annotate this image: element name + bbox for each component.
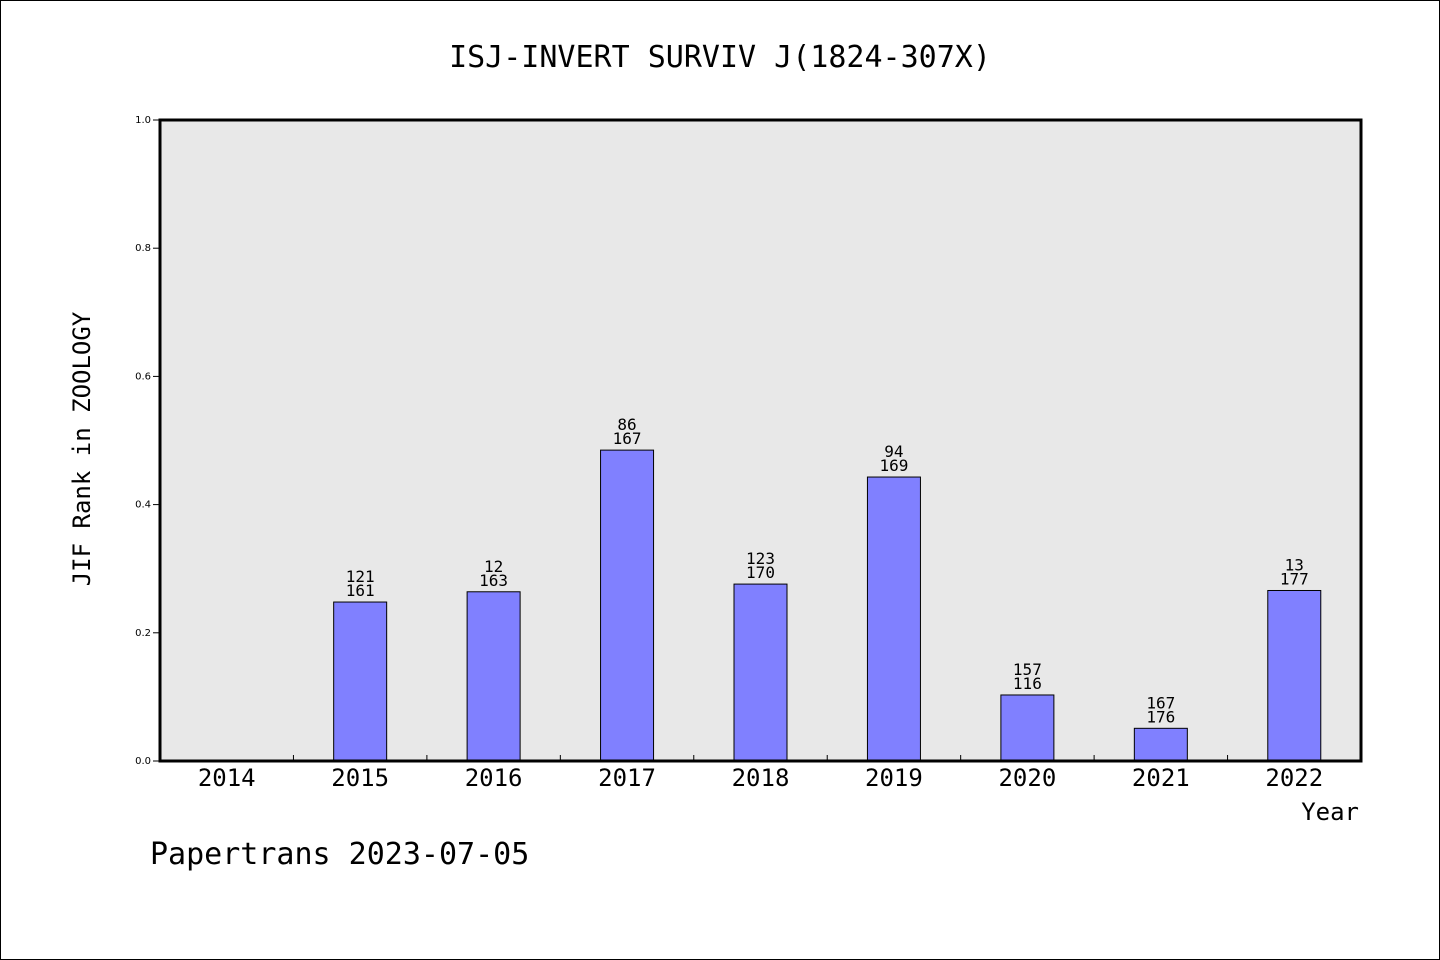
bar-label-top: 94	[884, 442, 903, 461]
footer-credit: Papertrans 2023-07-05	[150, 837, 529, 872]
bar-label-top: 123	[746, 549, 775, 568]
y-axis-ticks: 0.0 0.2 0.4 0.6 0.8 1.0	[135, 115, 160, 767]
bar-label-top: 13	[1285, 555, 1304, 574]
y-tick-label: 0.2	[135, 628, 151, 639]
bar-label-bottom: 161	[346, 581, 375, 600]
bar-2016	[466, 591, 521, 762]
bar-label-bottom: 177	[1280, 569, 1309, 588]
x-tick-label: 2017	[598, 764, 656, 792]
bar-labels: 1211611216386167123170941691571161671761…	[346, 415, 1309, 726]
bar-2015	[333, 601, 388, 762]
x-tick-label: 2021	[1132, 764, 1190, 792]
bar-label-top: 167	[1146, 693, 1175, 712]
bar-2021	[1133, 727, 1188, 762]
x-tick-label: 2016	[465, 764, 523, 792]
x-tick-label: 2018	[732, 764, 790, 792]
bar-label-top: 157	[1013, 660, 1042, 679]
x-tick-label: 2022	[1265, 764, 1323, 792]
x-axis-ticks: 2014 2015 2016 2017 2018 2019 2020 2021 2022	[198, 755, 1323, 792]
bar-label-bottom: 170	[746, 563, 775, 582]
bar-label-bottom: 116	[1013, 674, 1042, 693]
y-axis-label: JIF Rank in ZOOLOGY	[68, 311, 96, 586]
bar-2019	[866, 476, 921, 762]
x-tick-label: 2015	[331, 764, 389, 792]
bar-label-bottom: 163	[479, 571, 508, 590]
x-axis-label: Year	[1301, 798, 1359, 826]
y-tick-label: 1.0	[135, 115, 151, 126]
bar-label-bottom: 169	[879, 456, 908, 475]
bar-label-top: 86	[617, 415, 636, 434]
bar-label-top: 12	[484, 557, 503, 576]
y-tick-label: 0.4	[135, 500, 151, 511]
bar-label-bottom: 176	[1146, 707, 1175, 726]
bar-2017	[600, 449, 655, 762]
x-tick-label: 2020	[998, 764, 1056, 792]
y-tick-label: 0.8	[135, 243, 151, 254]
bar-2022	[1267, 589, 1322, 762]
bar-2020	[1000, 694, 1055, 762]
chart-title: ISJ-INVERT SURVIV J(1824-307X)	[449, 40, 991, 75]
y-tick-label: 0.6	[135, 371, 151, 382]
x-tick-label: 2019	[865, 764, 923, 792]
x-tick-label: 2014	[198, 764, 256, 792]
bar-2018	[733, 583, 788, 762]
plot-border	[158, 118, 1363, 763]
bars	[333, 449, 1322, 762]
bar-label-top: 121	[346, 567, 375, 586]
bar-label-bottom: 167	[613, 429, 642, 448]
y-tick-label: 0.0	[135, 756, 151, 767]
